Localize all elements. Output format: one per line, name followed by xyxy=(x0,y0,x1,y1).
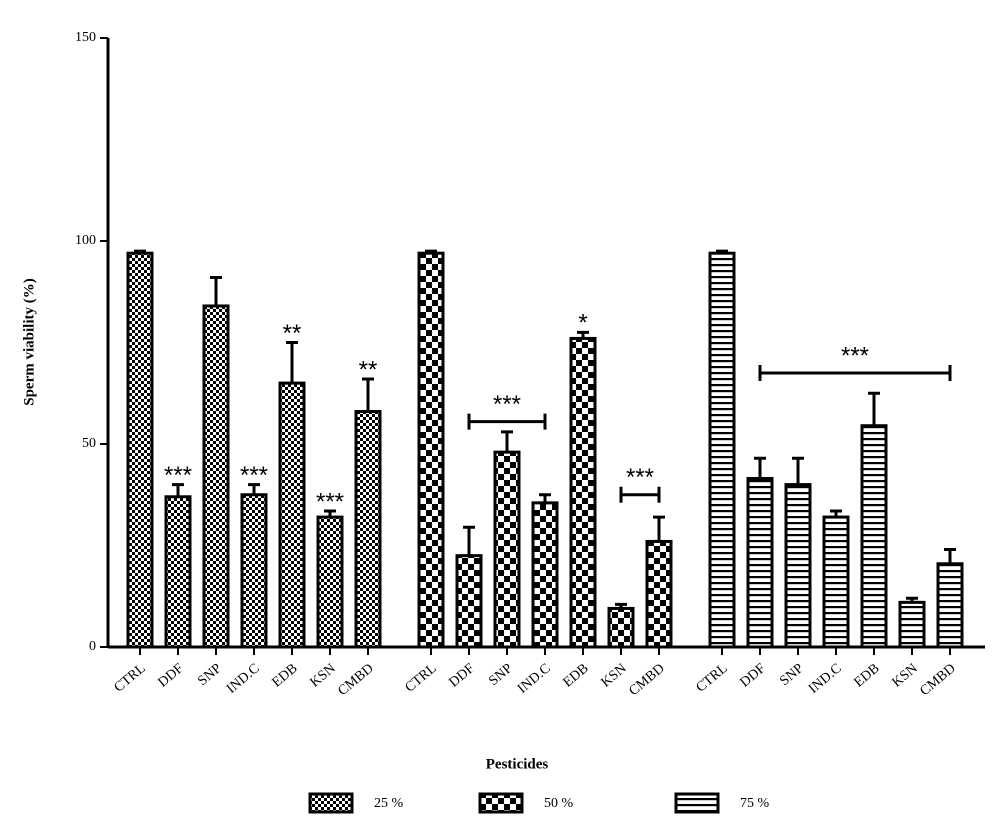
legend-swatch xyxy=(478,792,524,814)
significance-label: *** xyxy=(240,462,268,489)
error-bar xyxy=(830,509,842,518)
error-bar xyxy=(868,391,880,426)
bar xyxy=(240,493,268,649)
error-bar xyxy=(463,525,475,556)
x-tick-label: IND.C xyxy=(224,661,263,697)
significance-label: ** xyxy=(359,356,378,383)
error-bar xyxy=(210,276,222,306)
bar xyxy=(202,304,230,649)
bar xyxy=(645,539,673,649)
y-tick-label: 50 xyxy=(82,436,96,451)
error-bar xyxy=(248,483,260,495)
error-bar xyxy=(653,515,665,542)
y-tick-label: 150 xyxy=(75,30,96,45)
bar xyxy=(417,251,445,649)
significance-label: * xyxy=(578,310,587,337)
bar xyxy=(126,251,154,649)
error-bar xyxy=(362,377,374,412)
error-bar xyxy=(792,456,804,485)
x-tick-label: EDB xyxy=(270,661,301,690)
significance-label: *** xyxy=(841,342,869,369)
x-tick-label: IND.C xyxy=(806,661,845,697)
legend-label: 50 % xyxy=(544,796,574,811)
error-bar xyxy=(906,596,918,603)
error-bar xyxy=(577,330,589,339)
legend-label: 25 % xyxy=(374,796,404,811)
x-tick-label: DDF xyxy=(156,661,187,691)
error-bar xyxy=(324,509,336,518)
error-bar xyxy=(539,493,551,503)
x-axis-label: Pesticides xyxy=(486,756,549,772)
bar xyxy=(531,501,559,649)
x-tick-label: CTRL xyxy=(112,661,149,695)
bar xyxy=(746,477,774,649)
bar xyxy=(708,251,736,649)
bar xyxy=(860,424,888,649)
bar xyxy=(493,450,521,649)
error-bar xyxy=(716,249,728,254)
x-tick-label: CMBD xyxy=(335,661,376,699)
bar xyxy=(278,381,306,649)
x-tick-label: EDB xyxy=(852,661,883,690)
significance-label: ** xyxy=(283,320,302,347)
x-tick-label: SNP xyxy=(486,661,515,689)
x-tick-label: CTRL xyxy=(694,661,731,695)
significance-label: *** xyxy=(626,464,654,491)
legend-swatch xyxy=(674,792,720,814)
bar xyxy=(569,336,597,649)
bar xyxy=(936,562,964,649)
bar xyxy=(316,515,344,649)
error-bar xyxy=(172,483,184,497)
significance-bracket xyxy=(619,486,661,503)
x-tick-label: KSN xyxy=(308,661,339,690)
error-bar xyxy=(425,249,437,254)
bar xyxy=(822,515,850,649)
x-tick-label: DDF xyxy=(447,661,478,691)
error-bar xyxy=(944,548,956,564)
x-tick-label: DDF xyxy=(738,661,769,691)
legend-swatch xyxy=(308,792,354,814)
legend-label: 75 % xyxy=(740,796,770,811)
x-tick-label: IND.C xyxy=(515,661,554,697)
significance-label: *** xyxy=(493,391,521,418)
x-tick-label: KSN xyxy=(599,661,630,690)
error-bar xyxy=(615,602,627,609)
bar xyxy=(607,606,635,649)
error-bar xyxy=(754,456,766,479)
x-tick-label: KSN xyxy=(890,661,921,690)
error-bar xyxy=(501,430,513,453)
significance-label: *** xyxy=(164,462,192,489)
significance-bracket xyxy=(467,413,547,430)
bar xyxy=(784,483,812,649)
bar xyxy=(455,554,483,649)
bar xyxy=(164,495,192,649)
y-tick-label: 100 xyxy=(75,233,96,248)
x-tick-label: SNP xyxy=(195,661,224,689)
x-tick-label: SNP xyxy=(777,661,806,689)
error-bar xyxy=(286,341,298,384)
y-axis-label: Sperm viability (%) xyxy=(21,278,37,406)
significance-label: *** xyxy=(316,488,344,515)
error-bar xyxy=(134,249,146,254)
x-tick-label: CTRL xyxy=(403,661,440,695)
bar xyxy=(898,600,926,649)
x-tick-label: CMBD xyxy=(917,661,958,699)
significance-bracket xyxy=(758,364,952,381)
bar xyxy=(354,410,382,649)
y-tick-label: 0 xyxy=(89,639,96,654)
x-tick-label: CMBD xyxy=(626,661,667,699)
x-tick-label: EDB xyxy=(561,661,592,690)
